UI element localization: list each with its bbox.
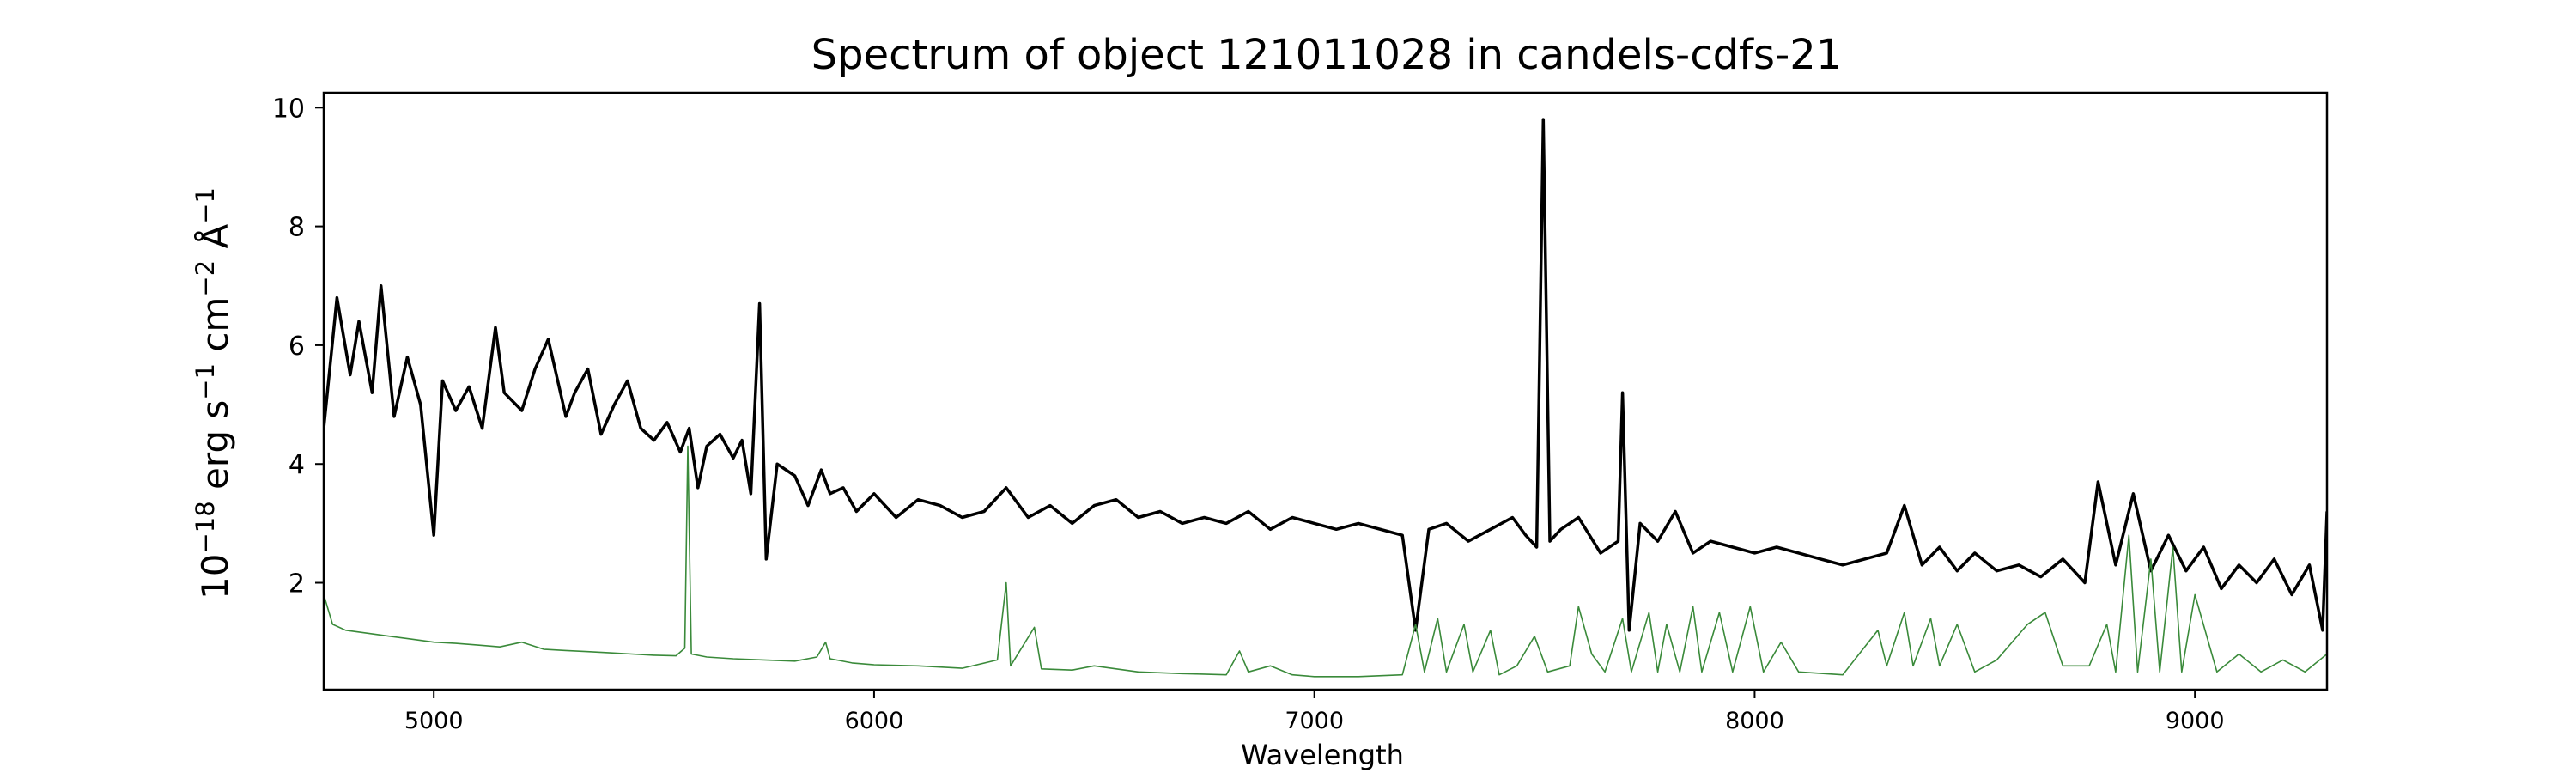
y-tick-label: 4 [289,450,305,480]
x-tick-label: 6000 [845,708,904,734]
x-axis-label: Wavelength [1241,739,1404,771]
x-tick-label: 5000 [404,708,464,734]
y-tick-label: 8 [289,213,305,243]
plot-area-frame [322,91,2329,691]
x-axis-ticks: 5000 6000 7000 8000 9000 [404,690,2225,734]
x-tick-label: 8000 [1725,708,1784,734]
x-tick-label: 9000 [2166,708,2225,734]
y-axis-label-text: 10−18 erg s−1 cm−2 Å−1 [191,187,236,600]
sky-spectrum-line [324,445,2327,678]
series-layer [324,118,2327,678]
y-axis-ticks: 2 4 6 8 10 [272,94,324,600]
y-tick-label: 6 [289,332,305,362]
object-spectrum-line [324,118,2327,632]
y-tick-label: 10 [272,94,305,124]
y-tick-label: 2 [289,569,305,600]
x-tick-label: 7000 [1285,708,1344,734]
y-axis-label: 10−18 erg s−1 cm−2 Å−1 [191,187,236,600]
chart-title: Spectrum of object 121011028 in candels-… [811,31,1843,79]
